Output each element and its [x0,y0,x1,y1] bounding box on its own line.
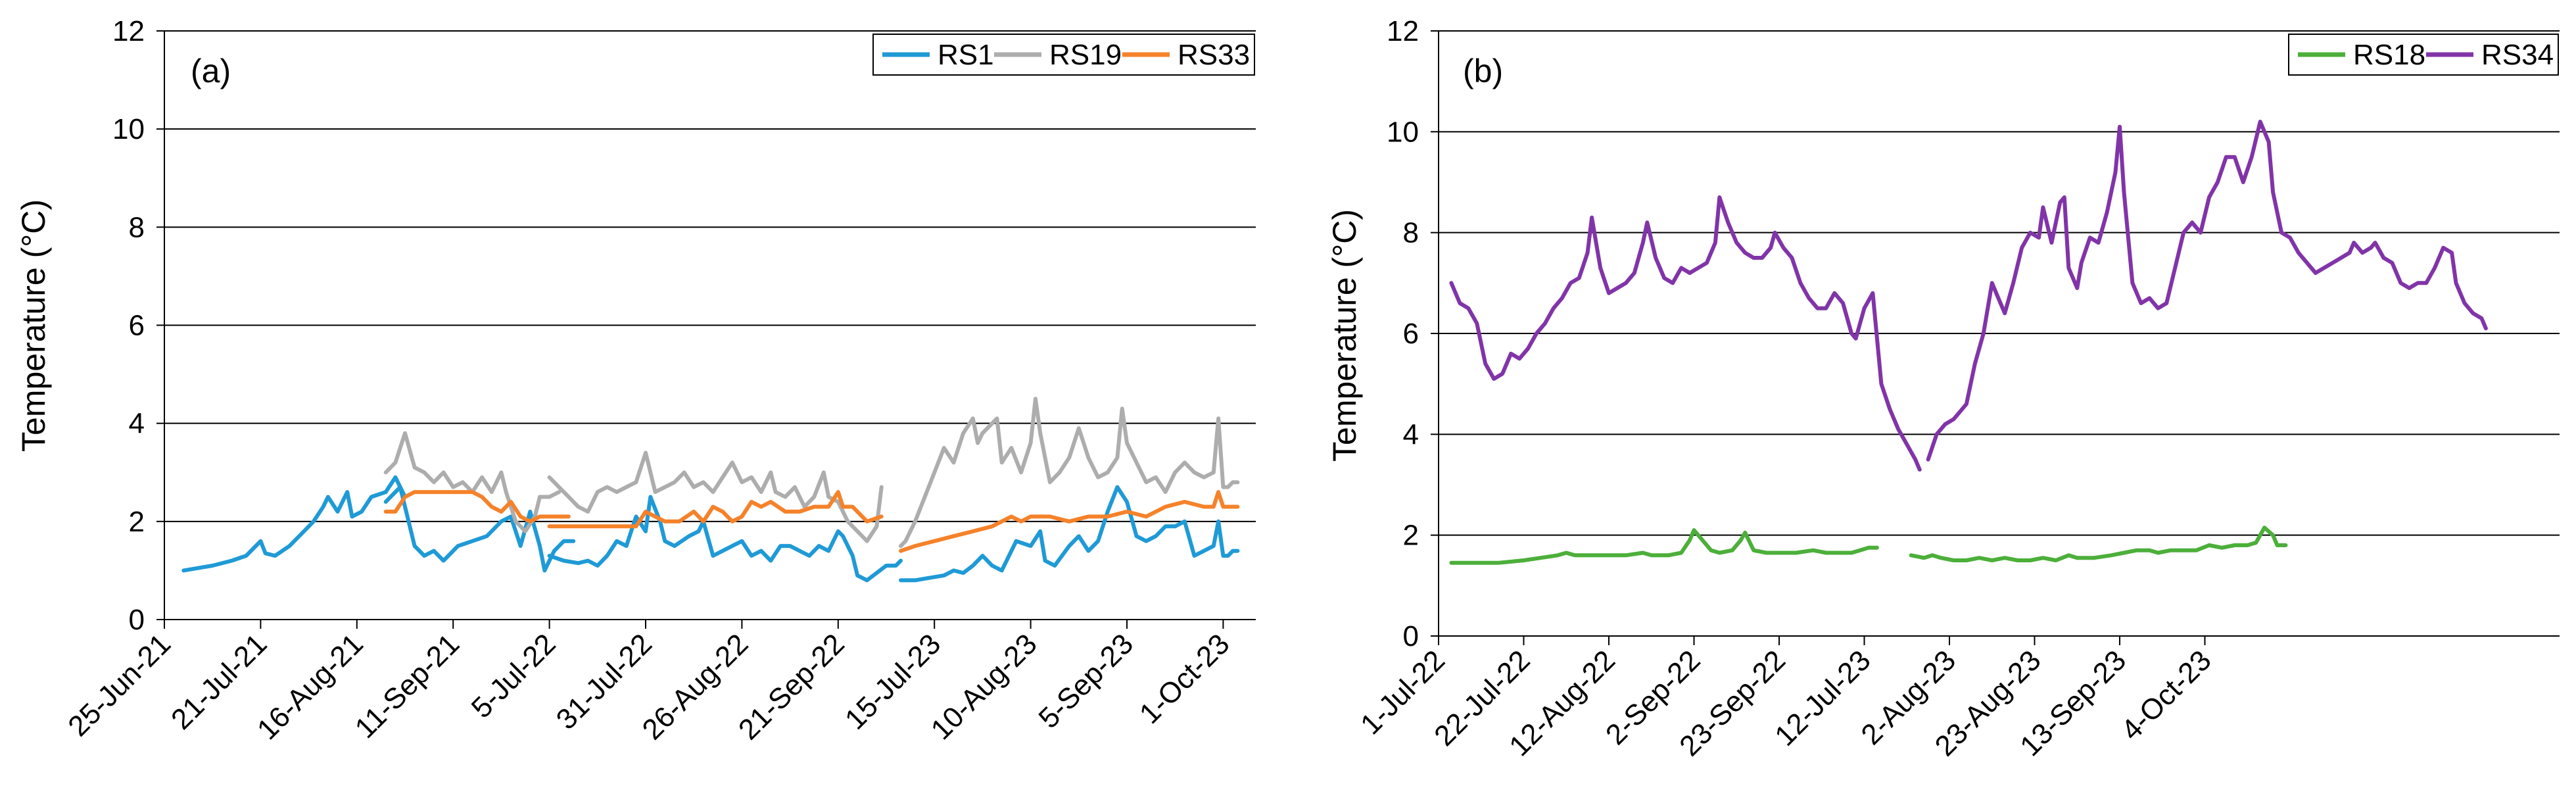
series-line-rs34 [1926,120,2488,462]
y-tick-label: 10 [112,113,145,145]
legend-box [872,34,1255,76]
series-line-rs1 [181,475,407,573]
series-line-rs1 [547,495,903,583]
series-line-rs19 [547,451,884,543]
series-line-rs33 [547,490,884,529]
panel-b-label: (b) [1463,53,1503,89]
y-tick-label: 0 [1403,620,1419,652]
panel-a-gridlines [164,30,1256,522]
panel-b-series [1449,120,2488,565]
series-line-rs33 [899,490,1240,553]
legend-label-rs33: RS33 [1178,39,1250,71]
legend-label-rs19: RS19 [1049,39,1122,71]
y-tick-label: 0 [129,604,145,636]
series-line-rs18 [1449,528,1879,565]
series-line-rs19 [899,397,1240,549]
panel-a-series [181,397,1240,583]
panel-a-y-ticks: 0 2 4 6 8 10 12 [112,15,164,636]
series-line-rs34 [1449,195,1922,472]
panel-a-y-axis-label: Temperature (°C) [15,199,52,452]
y-tick-label: 4 [1403,418,1419,451]
y-tick-label: 8 [129,211,145,243]
y-tick-label: 10 [1387,116,1419,148]
y-tick-label: 6 [1403,318,1419,350]
series-line-rs1 [383,485,576,573]
y-tick-label: 6 [129,310,145,342]
panel-b-y-ticks: 0 2 4 6 8 10 12 [1387,15,1439,652]
y-tick-label: 12 [112,15,145,47]
legend-label-rs18: RS18 [2353,39,2425,71]
panel-a-label: (a) [191,53,231,89]
y-tick-label: 8 [1403,217,1419,249]
legend-label-rs34: RS34 [2481,39,2554,71]
series-line-rs18 [1909,526,2288,562]
legend-label-rs1: RS1 [938,39,994,71]
panel-b-y-axis-label: Temperature (°C) [1326,209,1363,462]
series-line-rs33 [383,490,571,524]
y-tick-label: 2 [129,506,145,538]
y-tick-label: 12 [1387,15,1419,47]
y-tick-label: 4 [129,408,145,440]
panel-b-gridlines [1439,30,2560,536]
y-tick-label: 2 [1403,520,1419,552]
panel-b-legend: RS18 RS34 [2288,34,2559,76]
series-line-rs1 [899,485,1240,583]
panel-a-legend: RS1 RS19 RS33 [872,34,1255,76]
